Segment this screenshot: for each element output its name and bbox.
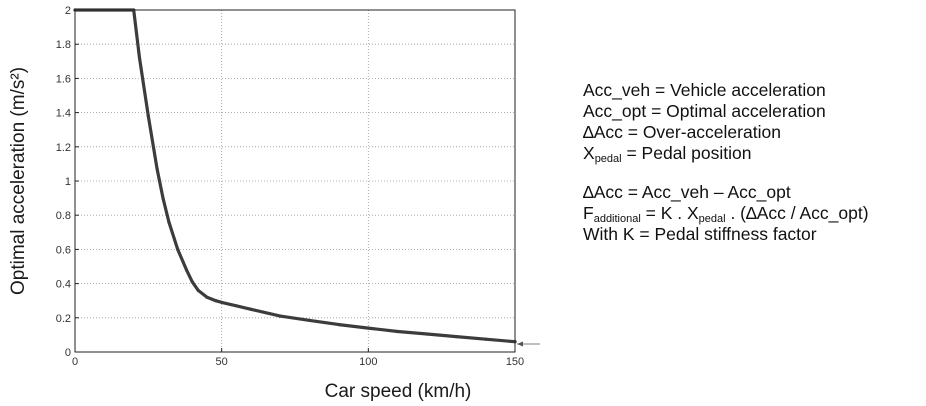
definition-acc-opt: Acc_opt = Optimal acceleration	[583, 101, 826, 121]
x-pedal-subscript: pedal	[594, 153, 622, 165]
y-tick-label: 0.2	[56, 313, 71, 325]
y-tick-label: 1.8	[56, 39, 71, 51]
data-point	[155, 167, 159, 171]
x-pedal-symbol: X	[583, 143, 595, 163]
definition-acc-veh: Acc_veh = Vehicle acceleration	[583, 80, 826, 100]
end-arrow	[517, 341, 540, 347]
y-tick-label: 0.8	[56, 210, 71, 222]
data-point	[205, 295, 209, 299]
y-tick-label: 1	[65, 176, 71, 188]
y-tick-label: 0.6	[56, 244, 71, 256]
data-point	[425, 332, 429, 336]
end-arrow-head	[517, 341, 523, 347]
x-pedal-text: = Pedal position	[621, 143, 752, 163]
data-point	[167, 220, 171, 224]
formula-k-line: With K = Pedal stiffness factor	[583, 224, 817, 244]
notes-spacer	[583, 164, 923, 182]
data-point	[220, 300, 224, 304]
x-tick-label: 100	[359, 356, 377, 368]
x-axis-title: Car speed (km/h)	[325, 381, 472, 402]
data-point	[146, 114, 150, 118]
data-point	[278, 314, 282, 318]
formula-f-additional: Fadditional = K . Xpedal . (∆Acc / Acc_o…	[583, 203, 893, 225]
formula-delta-acc: ∆Acc = Acc_veh – Acc_opt	[583, 182, 791, 202]
data-point	[366, 326, 370, 330]
data-point	[161, 196, 165, 200]
y-tick-label: 1.4	[56, 108, 71, 120]
data-point	[214, 299, 218, 303]
x-tick-label: 0	[72, 356, 78, 368]
data-point	[190, 280, 194, 284]
data-point	[454, 335, 458, 339]
plot-frame	[74, 9, 516, 353]
data-point	[249, 307, 253, 311]
x-tick-label: 50	[216, 356, 228, 368]
data-series	[73, 8, 517, 344]
data-point	[184, 268, 189, 272]
data-point	[137, 56, 142, 60]
f-subscript: additional	[593, 213, 641, 225]
y-tick-label: 1.2	[56, 142, 71, 154]
data-point	[234, 304, 238, 308]
data-point	[396, 329, 400, 334]
x-tick-label: 150	[506, 356, 524, 368]
data-point	[176, 247, 180, 251]
f-middle: = K . X	[640, 203, 699, 223]
y-tick-label: 0.4	[56, 279, 71, 291]
f-symbol: F	[583, 203, 594, 223]
definition-delta-acc: ∆Acc = Over-acceleration	[583, 122, 781, 142]
tick-labels: 0 50 100 150 0 0.2 0.4 0.6 0.8 1 1.2 1.4 1.6 1.8 2	[56, 5, 524, 368]
f-rest: . (∆Acc / Acc_opt)	[725, 203, 869, 223]
data-point	[308, 318, 312, 322]
data-point	[337, 323, 341, 327]
y-tick-label: 2	[65, 5, 71, 17]
chart: 0 50 100 150 0 0.2 0.4 0.6 0.8 1 1.2 1.4 1.6 1.8 2 Car…	[8, 5, 540, 402]
f-x-pedal-subscript: pedal	[698, 213, 726, 225]
notes-panel: Acc_veh = Vehicle acceleration Acc_opt =…	[583, 80, 923, 245]
y-tick-label: 1.6	[56, 73, 71, 85]
data-point	[196, 288, 200, 292]
y-tick-label: 0	[65, 347, 71, 359]
data-point	[484, 337, 488, 341]
definition-x-pedal: Xpedal = Pedal position	[583, 143, 923, 165]
y-axis-title: Optimal acceleration (m/s²)	[8, 67, 29, 295]
